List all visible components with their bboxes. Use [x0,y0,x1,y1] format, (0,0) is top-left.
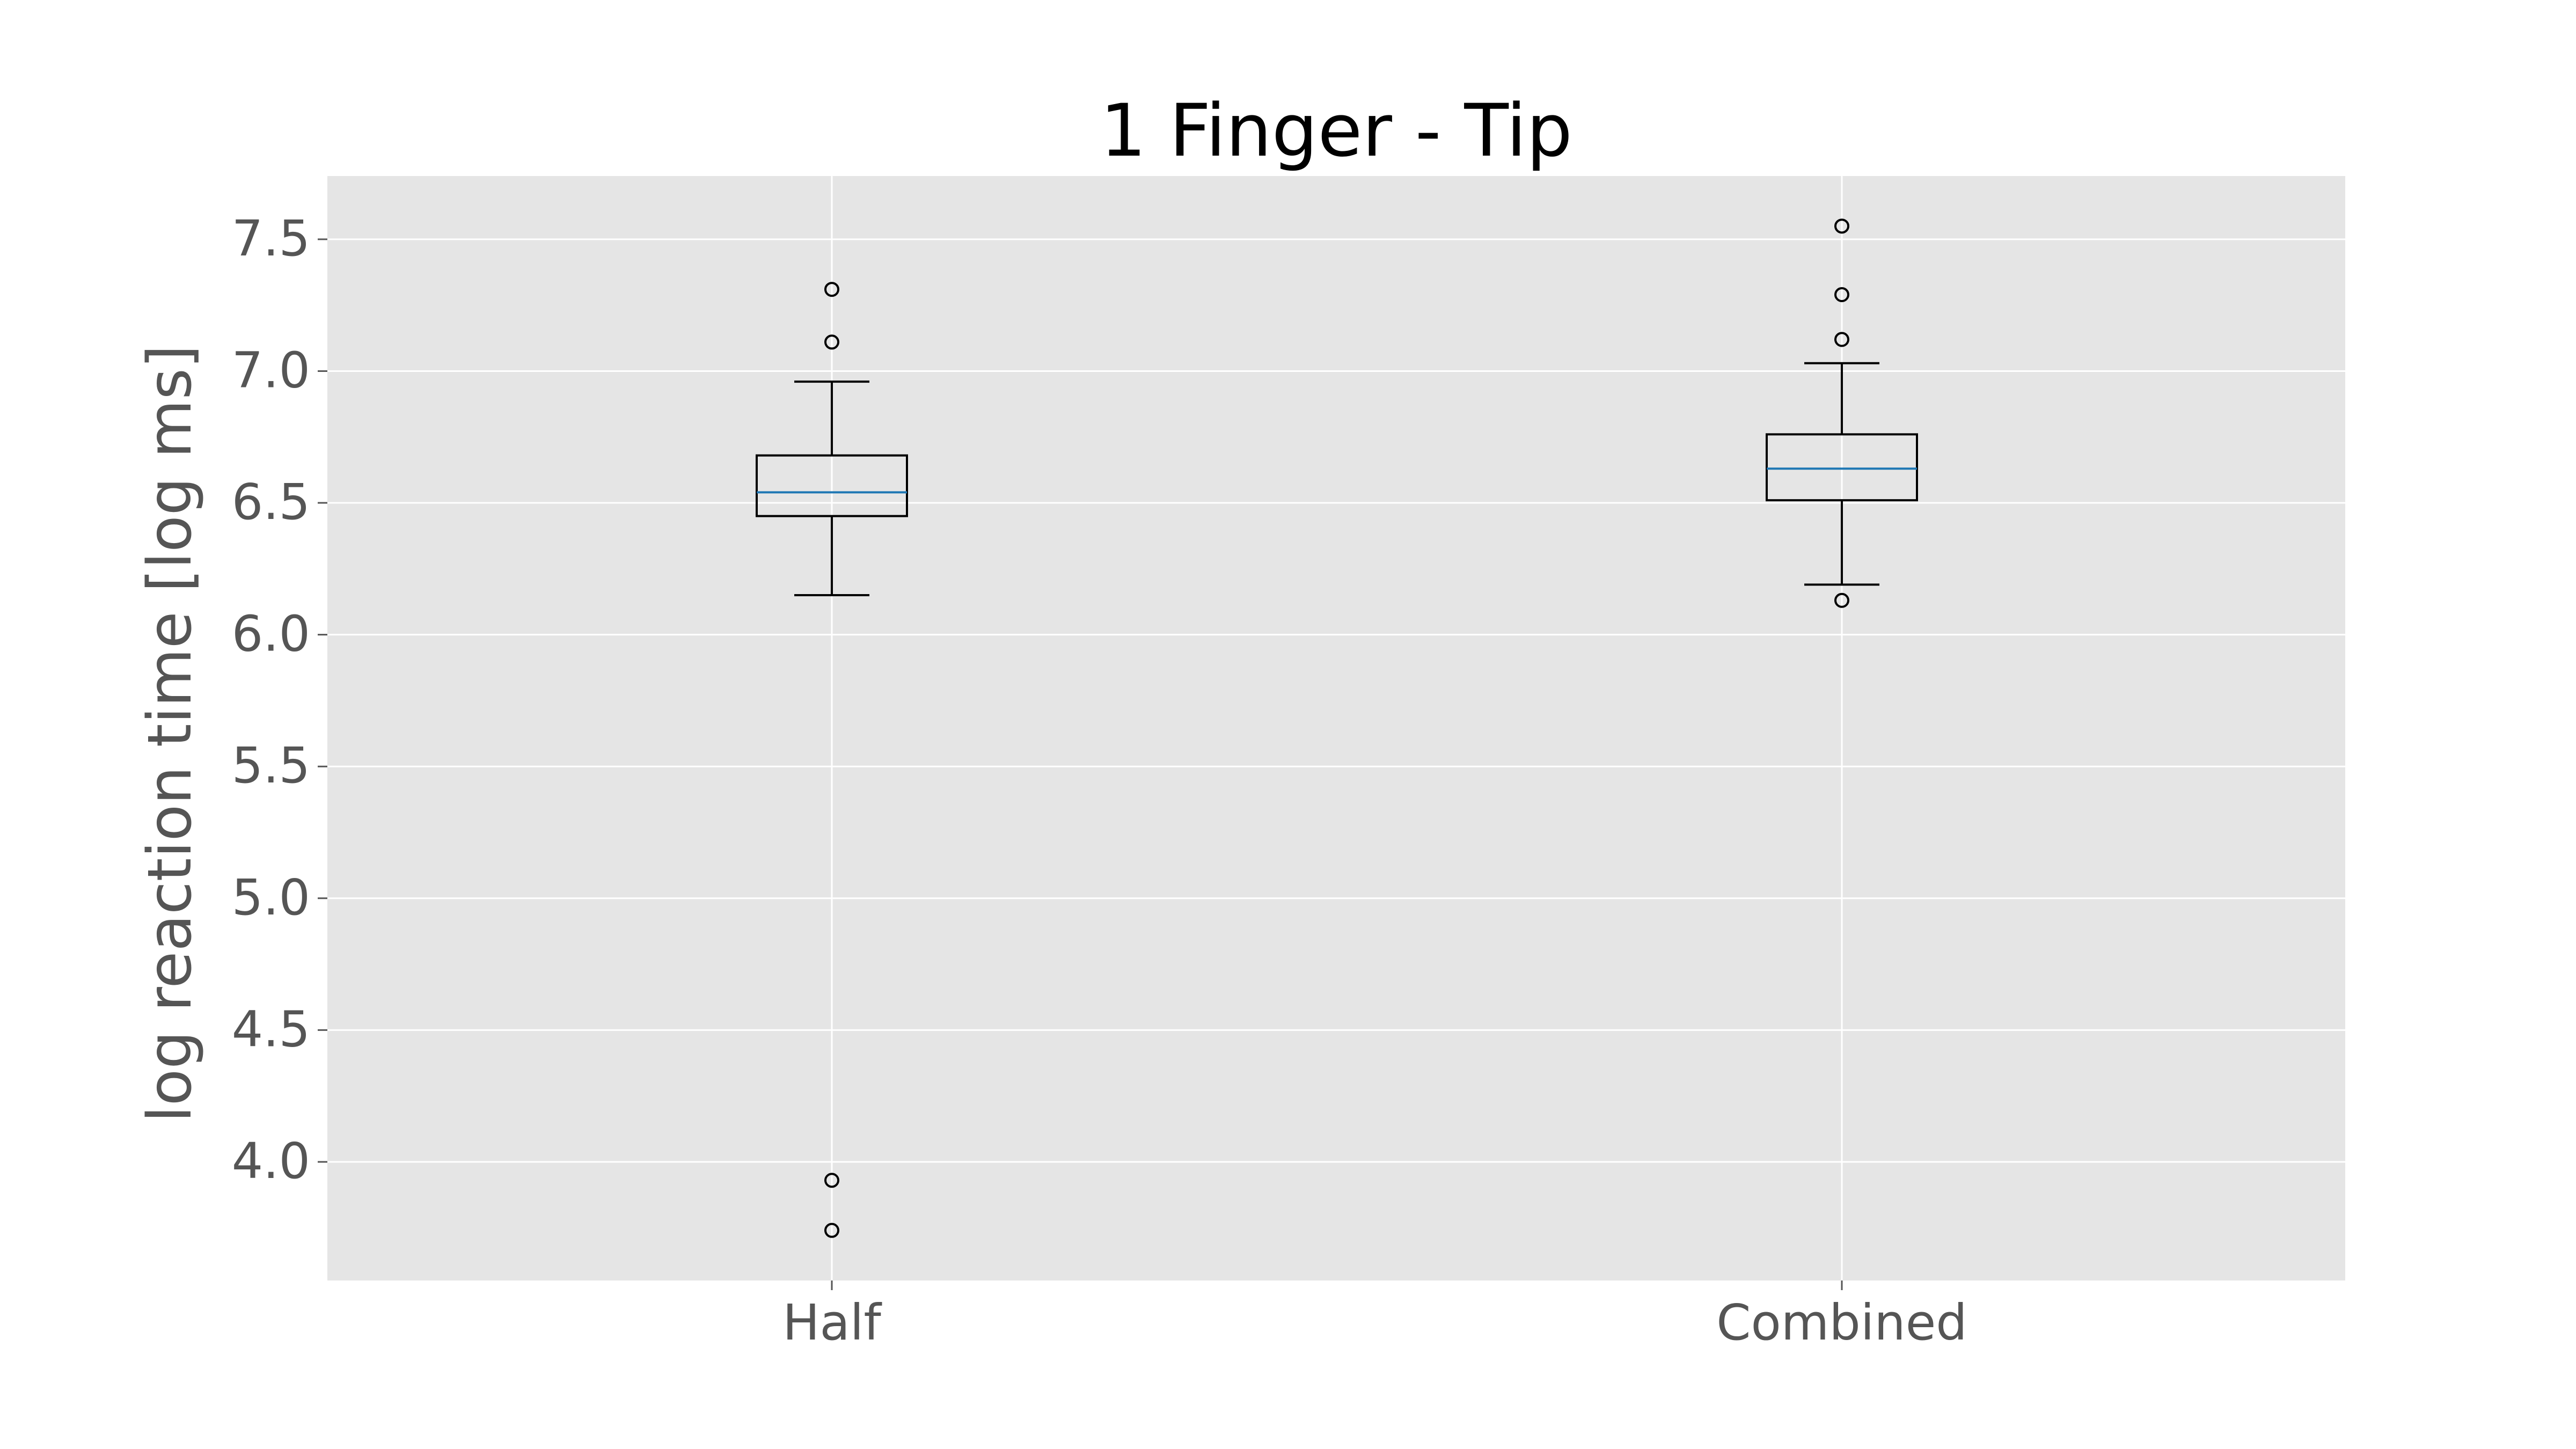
outlier-point [824,334,839,350]
axis-ticks: 4.0 4.5 5.0 5.5 6.0 6.5 7.0 7.5 Half Combined [232,210,1967,1351]
x-tick-label: Half [782,1294,882,1351]
box-iqr [1766,433,1918,502]
outlier-point [824,282,839,297]
box-group-combined [1766,218,1918,608]
y-tick-label: 5.0 [232,869,310,926]
y-tick-label: 7.5 [232,210,310,267]
y-tick-label: 6.5 [232,473,310,531]
outlier-point [1834,592,1849,608]
outlier-point [1834,332,1849,347]
outlier-point [824,1173,839,1188]
y-tick-label: 6.0 [232,605,310,663]
boxes [756,218,1918,1238]
outlier-point [824,1223,839,1238]
y-tick-label: 4.0 [232,1132,310,1190]
x-tick-label: Combined [1716,1294,1967,1351]
outlier-point [1834,287,1849,303]
y-axis-label: log reaction time [log ms] [135,345,205,1123]
box-iqr [756,454,908,517]
grid-lines [327,176,2345,1280]
y-tick-label: 5.5 [232,737,310,794]
chart-title: 1 Finger - Tip [1100,89,1572,173]
plot-area [327,176,2345,1280]
outlier-point [1834,218,1849,234]
box-group-half [756,282,908,1238]
y-tick-label: 7.0 [232,341,310,399]
y-tick-label: 4.5 [232,1000,310,1058]
